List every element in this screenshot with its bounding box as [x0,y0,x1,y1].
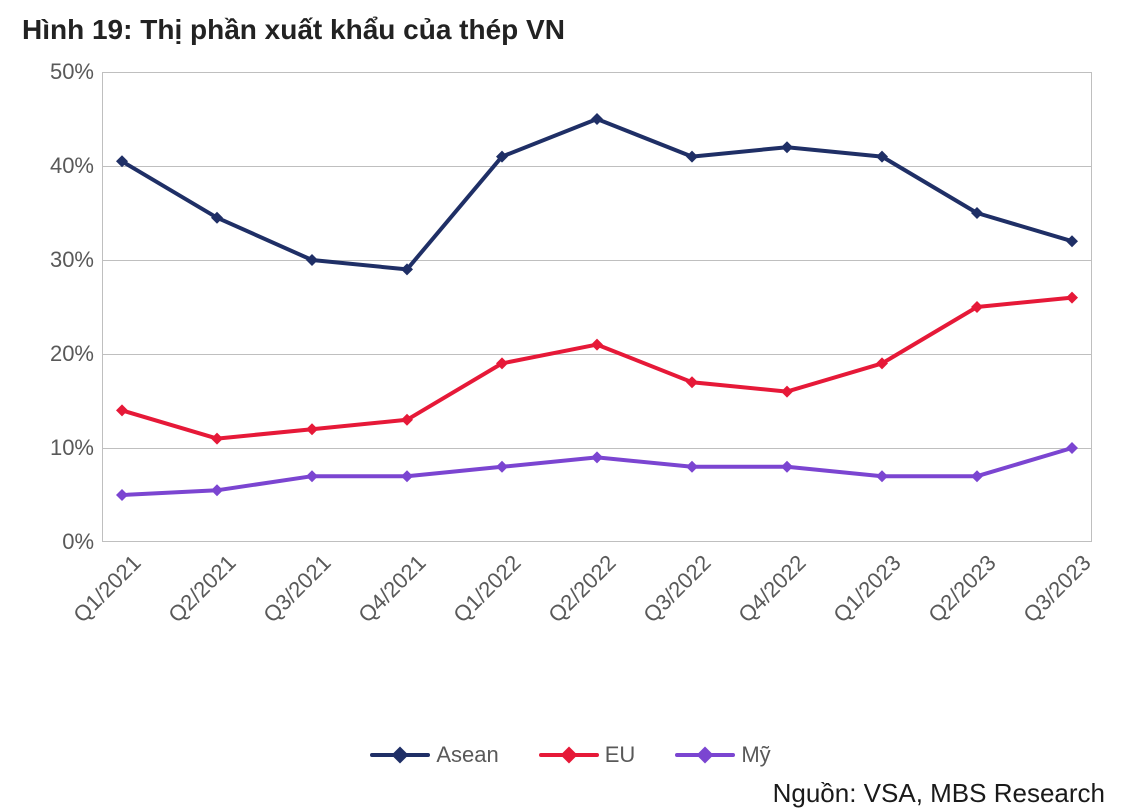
series-marker-mỹ [211,484,223,496]
series-marker-eu [781,386,793,398]
x-tick-label: Q2/2021 [163,550,241,628]
series-marker-mỹ [591,451,603,463]
legend-label: Asean [436,742,498,768]
y-tick-label: 50% [32,59,94,85]
legend-item-mỹ: Mỹ [675,742,770,768]
y-tick-label: 20% [32,341,94,367]
x-tick-label: Q1/2023 [828,550,906,628]
plot-svg [102,72,1092,542]
y-tick-label: 40% [32,153,94,179]
source-text: Nguồn: VSA, MBS Research [18,778,1105,809]
x-tick-label: Q4/2021 [353,550,431,628]
series-marker-eu [211,433,223,445]
x-tick-label: Q3/2021 [258,550,336,628]
x-tick-label: Q3/2022 [638,550,716,628]
legend-diamond-icon [560,747,577,764]
legend-diamond-icon [697,747,714,764]
series-marker-mỹ [306,470,318,482]
series-marker-eu [116,404,128,416]
series-marker-mỹ [781,461,793,473]
y-tick-label: 10% [32,435,94,461]
series-marker-asean [686,151,698,163]
x-tick-label: Q2/2023 [923,550,1001,628]
series-marker-asean [591,113,603,125]
series-marker-eu [306,423,318,435]
series-marker-eu [686,376,698,388]
series-marker-mỹ [686,461,698,473]
series-marker-mỹ [876,470,888,482]
legend-swatch [539,748,599,762]
series-marker-mỹ [1066,442,1078,454]
legend-diamond-icon [392,747,409,764]
series-marker-mỹ [116,489,128,501]
legend-label: Mỹ [741,742,770,768]
x-tick-label: Q2/2022 [543,550,621,628]
legend-swatch [675,748,735,762]
series-line-asean [122,119,1072,269]
x-tick-label: Q1/2021 [68,550,146,628]
series-marker-asean [1066,235,1078,247]
plot-region [102,72,1092,542]
series-line-eu [122,298,1072,439]
series-marker-asean [781,141,793,153]
series-marker-eu [1066,292,1078,304]
legend-item-asean: Asean [370,742,498,768]
y-tick-label: 30% [32,247,94,273]
series-marker-mỹ [496,461,508,473]
chart-title: Hình 19: Thị phần xuất khẩu của thép VN [22,14,1123,46]
legend-swatch [370,748,430,762]
series-marker-mỹ [401,470,413,482]
x-tick-label: Q1/2022 [448,550,526,628]
chart-legend: Asean EU Mỹ [18,742,1123,768]
series-marker-mỹ [971,470,983,482]
x-tick-label: Q3/2023 [1018,550,1096,628]
x-tick-label: Q4/2022 [733,550,811,628]
series-marker-eu [591,339,603,351]
legend-item-eu: EU [539,742,636,768]
series-marker-asean [306,254,318,266]
y-tick-label: 0% [32,529,94,555]
chart-area: 0%10%20%30%40%50% Q1/2021Q2/2021Q3/2021Q… [32,62,1112,622]
legend-label: EU [605,742,636,768]
